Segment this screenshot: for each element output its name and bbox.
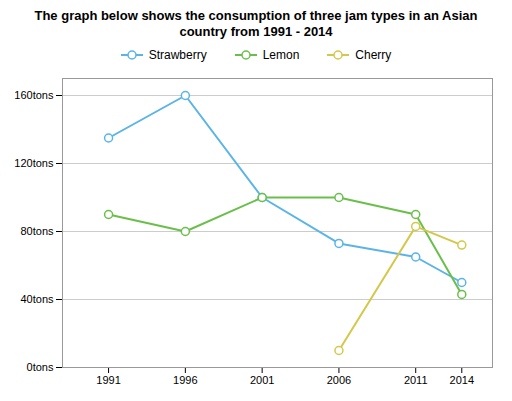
svg-text:80tons: 80tons bbox=[20, 225, 54, 237]
svg-text:2014: 2014 bbox=[450, 374, 474, 386]
svg-text:1996: 1996 bbox=[173, 374, 197, 386]
html-text:Cherry: Cherry bbox=[355, 48, 392, 62]
svg-text:0tons: 0tons bbox=[27, 361, 54, 373]
svg-text:120tons: 120tons bbox=[14, 157, 54, 169]
html-text:The graph below shows the cons: The graph below shows the consumption of… bbox=[34, 8, 478, 23]
svg-text:2011: 2011 bbox=[404, 374, 428, 386]
svg-text:1991: 1991 bbox=[96, 374, 120, 386]
svg-text:2006: 2006 bbox=[327, 374, 351, 386]
svg-text:2001: 2001 bbox=[250, 374, 274, 386]
svg-text:160tons: 160tons bbox=[14, 89, 54, 101]
html-text:Lemon: Lemon bbox=[262, 48, 300, 62]
html-text:Strawberry: Strawberry bbox=[148, 48, 207, 62]
svg-text:40tons: 40tons bbox=[20, 293, 54, 305]
html-text:country from 1991 - 2014: country from 1991 - 2014 bbox=[179, 24, 333, 39]
